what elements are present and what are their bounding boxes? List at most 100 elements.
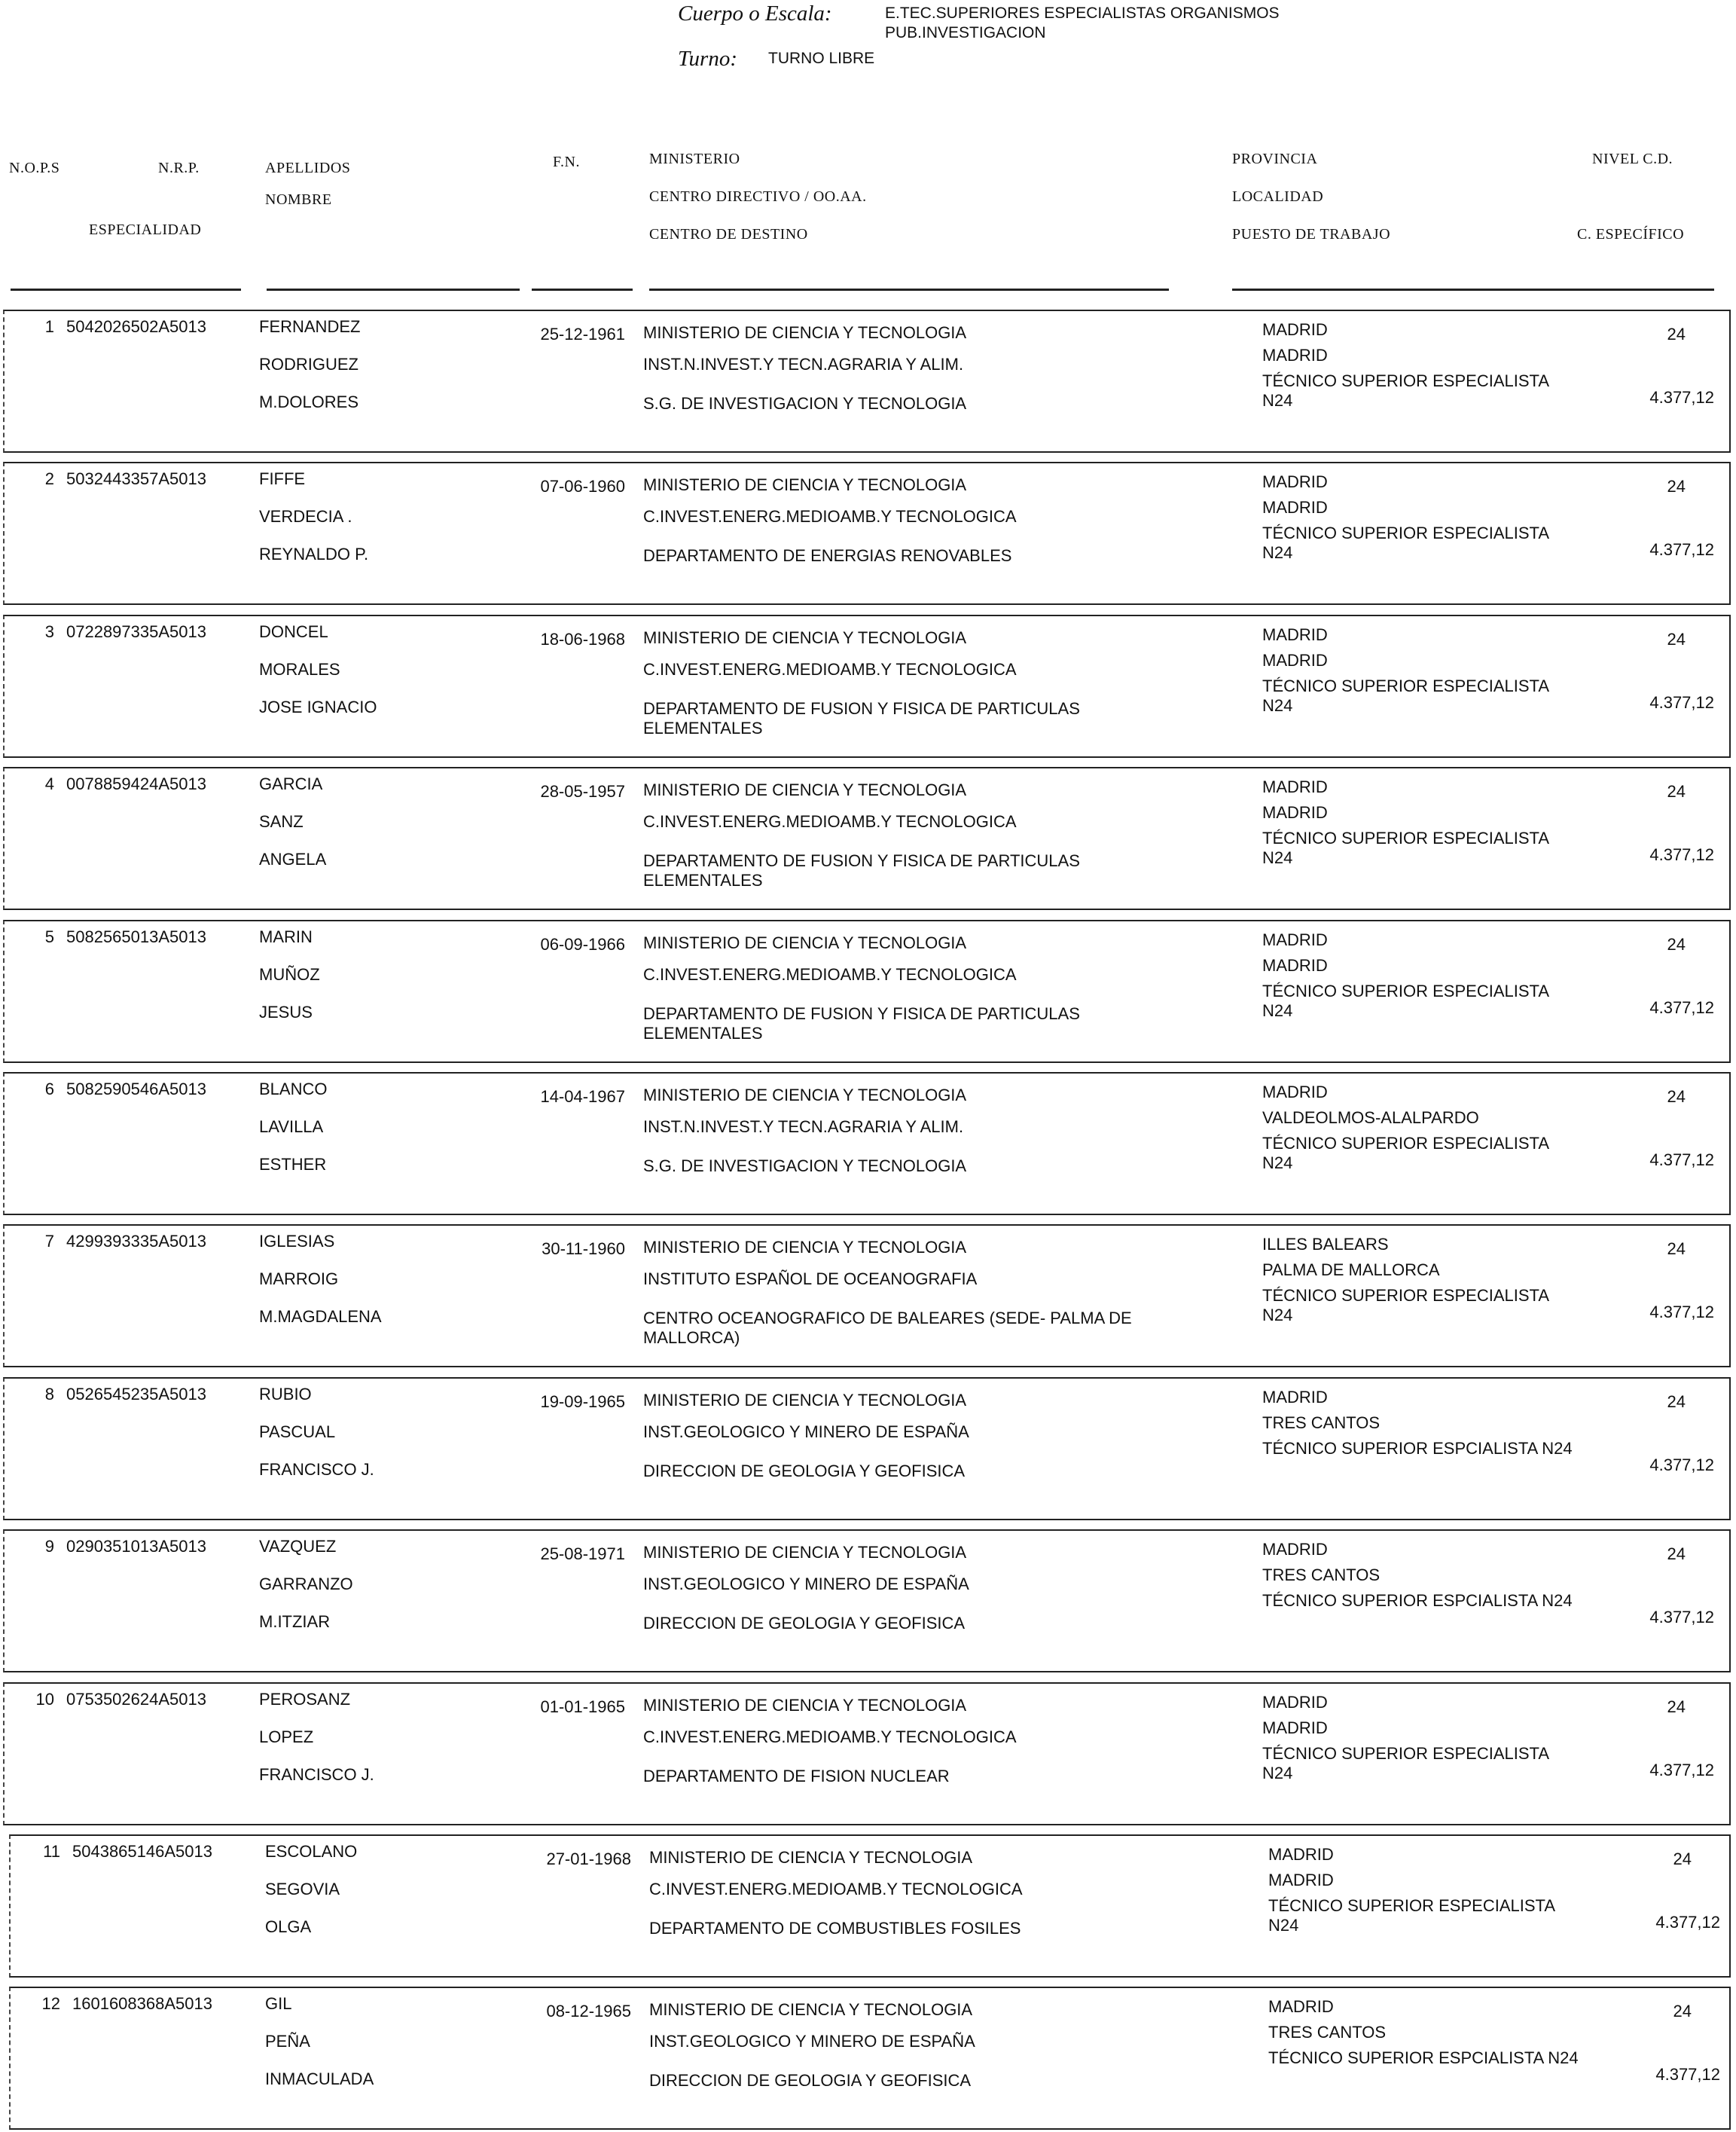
record-nombre: INMACULADA <box>265 2069 374 2089</box>
record-centro-destino: DEPARTAMENTO DE FUSION Y FISICA DE PARTI… <box>643 1003 1080 1043</box>
record-provincia: MADRID <box>1268 1997 1334 2017</box>
record-centro-directivo: C.INVEST.ENERG.MEDIOAMB.Y TECNOLOGICA <box>643 964 1017 984</box>
record-nrp: 0078859424A5013 <box>66 774 206 794</box>
cuerpo-value-line2: PUB.INVESTIGACION <box>885 24 1046 41</box>
record-nrp: 5043865146A5013 <box>72 1842 212 1861</box>
record-provincia: MADRID <box>1262 1083 1328 1101</box>
record-apellido-2: MARROIG <box>259 1269 339 1289</box>
cuerpo-value-line1: E.TEC.SUPERIORES ESPECIALISTAS ORGANISMO… <box>885 5 1280 22</box>
record-nombre: JOSE IGNACIO <box>259 697 377 716</box>
record-nombre: FRANCISCO J. <box>259 1764 374 1784</box>
record-row: 6 5082590546A5013 BLANCO LAVILLA ESTHER 14-04… <box>3 1072 1731 1215</box>
record-apellido-1: PEROSANZ <box>259 1689 351 1709</box>
record-localidad: MADRID <box>1262 346 1328 365</box>
record-nombre: JESUS <box>259 1002 313 1022</box>
record-fecha-nacimiento: 25-12-1961 <box>540 325 625 344</box>
record-nops: 11 <box>43 1842 60 1861</box>
record-especifico: 4.377,12 <box>1649 1303 1714 1322</box>
record-ministerio: MINISTERIO DE CIENCIA Y TECNOLOGIA <box>643 1390 967 1410</box>
record-fecha-nacimiento: 27-01-1968 <box>546 1849 631 1868</box>
record-nivel: 24 <box>1667 1544 1686 1564</box>
record-nrp: 0753502624A5013 <box>66 1689 206 1709</box>
record-fecha-nacimiento: 14-04-1967 <box>540 1087 625 1106</box>
record-puesto: TÉCNICO SUPERIOR ESPECIALISTA <box>1262 1134 1550 1153</box>
record-nivel: 24 <box>1667 1087 1686 1106</box>
col-especifico: C. ESPECÍFICO <box>1577 226 1685 243</box>
record-puesto-line2: N24 <box>1262 543 1293 563</box>
record-fecha-nacimiento: 18-06-1968 <box>540 629 625 649</box>
record-row: 7 4299393335A5013 IGLESIAS MARROIG M.MAGDALE… <box>3 1224 1731 1368</box>
record-localidad: MADRID <box>1262 955 1328 975</box>
record-localidad: MADRID <box>1268 1871 1334 1889</box>
record-nrp: 0526545235A5013 <box>66 1384 206 1404</box>
record-localidad: TRES CANTOS <box>1262 1413 1381 1432</box>
record-localidad: MADRID <box>1262 803 1328 823</box>
record-nops: 4 <box>44 774 54 794</box>
record-puesto-line2: N24 <box>1262 1306 1293 1325</box>
record-row: 3 0722897335A5013 DONCEL MORALES JOSE IGNACI… <box>3 614 1731 758</box>
record-provincia: MADRID <box>1262 777 1328 797</box>
record-apellido-1: GIL <box>265 1994 292 2014</box>
record-centro-destino: DIRECCION DE GEOLOGIA Y GEOFISICA <box>643 1461 966 1480</box>
record-centro-directivo: C.INVEST.ENERG.MEDIOAMB.Y TECNOLOGICA <box>643 659 1017 679</box>
record-ministerio: MINISTERIO DE CIENCIA Y TECNOLOGIA <box>643 1695 967 1715</box>
record-puesto: TÉCNICO SUPERIOR ESPECIALISTA <box>1268 1896 1556 1915</box>
col-puesto: PUESTO DE TRABAJO <box>1232 226 1391 243</box>
record-localidad: MADRID <box>1262 498 1328 518</box>
record-puesto: TÉCNICO SUPERIOR ESPECIALISTA <box>1262 1743 1550 1763</box>
record-centro-directivo: INST.N.INVEST.Y TECN.AGRARIA Y ALIM. <box>643 355 964 374</box>
record-fecha-nacimiento: 19-09-1965 <box>540 1391 625 1411</box>
record-nivel: 24 <box>1667 1391 1686 1411</box>
record-nrp: 4299393335A5013 <box>66 1232 206 1251</box>
record-ministerio: MINISTERIO DE CIENCIA Y TECNOLOGIA <box>643 1086 967 1104</box>
record-especifico: 4.377,12 <box>1649 388 1714 407</box>
header-rule <box>267 289 520 291</box>
record-nivel: 24 <box>1673 2002 1692 2021</box>
record-apellido-1: IGLESIAS <box>259 1232 335 1251</box>
record-apellido-2: LOPEZ <box>259 1727 314 1746</box>
record-fecha-nacimiento: 01-01-1965 <box>540 1697 625 1716</box>
record-row: 2 5032443357A5013 FIFFE VERDECIA . REYNALDO … <box>3 462 1731 606</box>
record-provincia: MADRID <box>1268 1845 1334 1864</box>
record-nops: 8 <box>44 1384 54 1404</box>
record-puesto-line2: N24 <box>1262 1763 1293 1782</box>
record-row: 9 0290351013A5013 VAZQUEZ GARRANZO M.ITZIAR 2… <box>3 1529 1731 1673</box>
record-centro-directivo: INST.GEOLOGICO Y MINERO DE ESPAÑA <box>649 2032 975 2051</box>
record-nrp: 5042026502A5013 <box>66 317 206 336</box>
record-row: 5 5082565013A5013 MARIN MUÑOZ JESUS 06-09-196… <box>3 919 1731 1063</box>
record-row: 12 1601608368A5013 GIL PEÑA INMACULADA 08-12-… <box>9 1987 1731 2130</box>
record-nombre: ANGELA <box>259 850 327 869</box>
record-especifico: 4.377,12 <box>1649 997 1714 1017</box>
record-nrp: 0290351013A5013 <box>66 1537 206 1556</box>
record-centro-destino: DEPARTAMENTO DE FUSION Y FISICA DE PARTI… <box>643 698 1080 738</box>
record-centro-destino: DEPARTAMENTO DE FUSION Y FISICA DE PARTI… <box>643 851 1080 890</box>
record-apellido-1: RUBIO <box>259 1384 312 1404</box>
record-puesto-line2: N24 <box>1262 391 1293 410</box>
record-centro-directivo: C.INVEST.ENERG.MEDIOAMB.Y TECNOLOGICA <box>643 812 1017 832</box>
record-especifico: 4.377,12 <box>1649 1608 1714 1627</box>
record-provincia: MADRID <box>1262 930 1328 949</box>
record-provincia: MADRID <box>1262 1540 1328 1559</box>
record-puesto-line2: N24 <box>1262 1000 1293 1020</box>
record-centro-destino: S.G. DE INVESTIGACION Y TECNOLOGIA <box>643 394 967 413</box>
record-puesto-line2: N24 <box>1262 848 1293 868</box>
record-puesto-line2: N24 <box>1262 1153 1293 1172</box>
record-ministerio: MINISTERIO DE CIENCIA Y TECNOLOGIA <box>643 323 967 342</box>
record-apellido-1: DONCEL <box>259 622 328 641</box>
record-ministerio: MINISTERIO DE CIENCIA Y TECNOLOGIA <box>649 1848 973 1867</box>
record-provincia: MADRID <box>1262 1692 1328 1712</box>
record-apellido-2: LAVILLA <box>259 1117 324 1136</box>
record-localidad: VALDEOLMOS-ALALPARDO <box>1262 1108 1479 1127</box>
record-especifico: 4.377,12 <box>1649 1760 1714 1779</box>
record-nivel: 24 <box>1667 934 1686 954</box>
record-nombre: FRANCISCO J. <box>259 1459 374 1479</box>
record-nrp: 5032443357A5013 <box>66 469 206 489</box>
record-fecha-nacimiento: 30-11-1960 <box>542 1239 625 1259</box>
record-puesto: TÉCNICO SUPERIOR ESPECIALISTA <box>1262 829 1550 848</box>
record-nombre: ESTHER <box>259 1155 327 1174</box>
record-ministerio: MINISTERIO DE CIENCIA Y TECNOLOGIA <box>643 475 967 495</box>
record-nivel: 24 <box>1667 1697 1686 1716</box>
record-ministerio: MINISTERIO DE CIENCIA Y TECNOLOGIA <box>643 628 967 647</box>
record-ministerio: MINISTERIO DE CIENCIA Y TECNOLOGIA <box>643 780 967 800</box>
record-apellido-1: FIFFE <box>259 469 306 489</box>
